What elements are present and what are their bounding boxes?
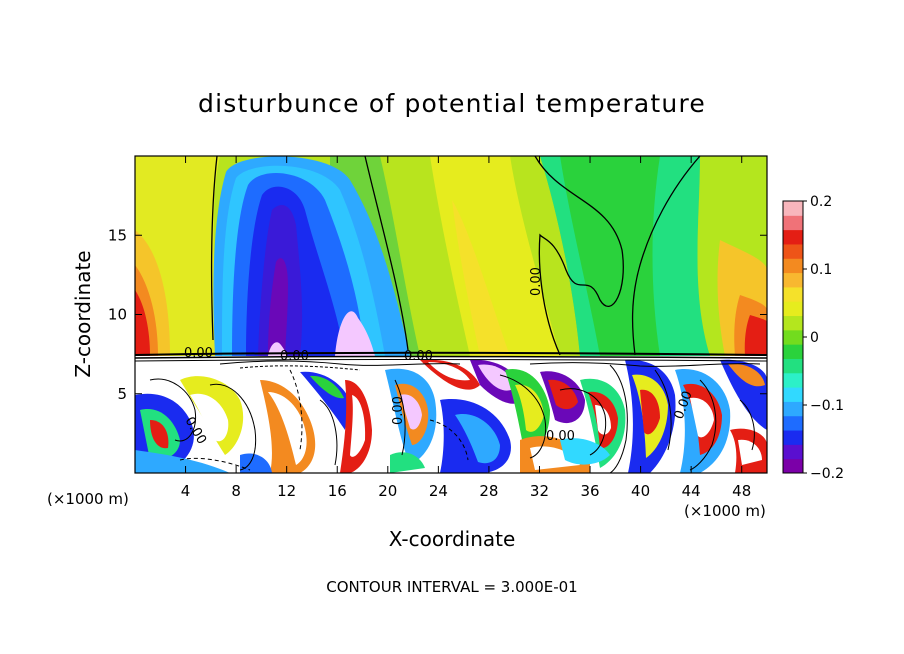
y-axis: 5 10 15 [108,226,767,403]
layer-boundary [135,351,767,371]
colorbar-swatch [783,258,803,274]
colorbar-tick-label: −0.1 [810,398,844,414]
x-tick-label: 36 [580,482,599,500]
colorbar: 0.2 0.1 0 −0.1 −0.2 [782,194,844,482]
colorbar-swatch [783,301,803,317]
x-tick-label: 4 [181,482,191,500]
chart-title: disturbunce of potential temperature [198,89,706,118]
colorbar-swatch [783,458,803,474]
colorbar-swatch [783,201,803,216]
x-tick-label: 40 [631,482,650,500]
contour-label: 0.00 [529,267,544,296]
colorbar-swatch [783,415,803,431]
colorbar-swatch [783,243,803,259]
colorbar-swatch [783,272,803,288]
colorbar-swatch [783,401,803,417]
x-tick-label: 16 [328,482,347,500]
y-axis-title: Z-coordinate [71,250,95,377]
x-tick-label: 24 [429,482,448,500]
contour-label: 0.00 [184,346,213,361]
contour-label: 0.00 [280,349,309,364]
contour-label: 0.00 [404,349,433,364]
x-axis-unit-left: (×1000 m) [47,490,129,508]
colorbar-tick-label: 0.1 [810,262,832,278]
contour-label: 0.00 [391,396,406,425]
colorbar-swatch [783,315,803,331]
x-axis-title: X-coordinate [389,527,516,551]
colorbar-swatch [783,215,803,231]
x-tick-label: 8 [231,482,241,500]
x-tick-label: 12 [277,482,296,500]
y-tick-label: 5 [117,385,127,403]
colorbar-swatch [783,387,803,402]
upper-field [135,156,767,356]
colorbar-swatch [783,358,803,374]
colorbar-tick-label: −0.2 [810,466,844,482]
colorbar-tick-label: 0.2 [810,194,832,210]
colorbar-swatch [783,372,803,388]
colorbar-swatch [783,444,803,460]
lower-field [135,356,767,473]
y-tick-label: 10 [108,306,127,324]
colorbar-swatch [783,229,803,245]
x-tick-label: 32 [530,482,549,500]
x-axis-unit-right: (×1000 m) [684,502,766,520]
colorbar-swatch [783,286,803,302]
colorbar-tick-label: 0 [810,330,819,346]
colorbar-swatch [783,329,803,345]
x-tick-label: 44 [682,482,701,500]
colorbar-swatch [783,430,803,445]
y-tick-label: 15 [108,226,127,244]
colorbar-swatch [783,344,803,359]
contour-label: 0.00 [546,429,575,444]
contour-interval-note: CONTOUR INTERVAL = 3.000E-01 [326,578,577,596]
x-tick-label: 48 [732,482,751,500]
x-axis: 4 8 12 16 20 24 28 32 36 40 44 48 [181,156,751,500]
x-tick-label: 20 [378,482,397,500]
x-tick-label: 28 [479,482,498,500]
